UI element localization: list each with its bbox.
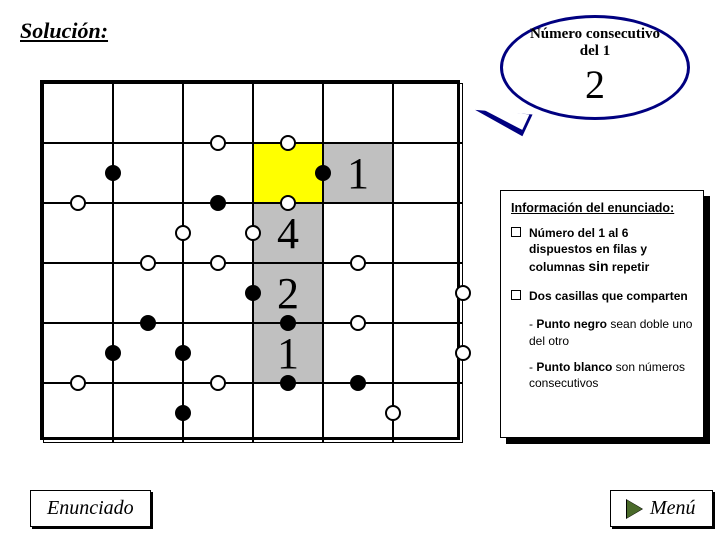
info-heading: Información del enunciado: [511,201,693,215]
info-rule-1-text-b: repetir [609,260,650,274]
grid-cell [43,143,113,203]
white-dot [140,255,156,271]
grid-cell [393,203,463,263]
white-dot [455,285,471,301]
grid-cell [183,83,253,143]
callout-bubble: Número consecutivo del 1 2 [500,15,690,120]
callout-label-l2: del 1 [580,43,610,59]
grid-cell [323,383,393,443]
white-dot [280,135,296,151]
white-dot [245,225,261,241]
grid-cell [183,143,253,203]
white-dot [210,375,226,391]
callout-label-l1: Número consecutivo [530,26,660,42]
white-dot [385,405,401,421]
grid-cell [183,383,253,443]
grid-cell [113,263,183,323]
black-dot [280,315,296,331]
white-dot [175,225,191,241]
grid-cell [253,83,323,143]
black-dot [315,165,331,181]
grid-cell: 4 [253,203,323,263]
callout-value: 2 [503,61,687,108]
enunciado-button-label: Enunciado [47,497,134,520]
grid-cell [323,203,393,263]
grid-cell [43,203,113,263]
grid-cell [43,263,113,323]
info-rule-2: Dos casillas que comparten [511,288,693,304]
info-sub-1: - Punto negro sean doble uno del otro [529,316,693,348]
grid-cell [113,203,183,263]
black-dot [140,315,156,331]
white-dot [280,195,296,211]
white-dot [350,255,366,271]
menu-button-label: Menú [650,497,696,520]
grid-cell [393,383,463,443]
grid-cell [393,83,463,143]
white-dot [70,195,86,211]
white-dot [70,375,86,391]
enunciado-button[interactable]: Enunciado [30,490,151,527]
grid-cell [183,323,253,383]
grid-cell [113,383,183,443]
info-sub-2: - Punto blanco son números consecutivos [529,359,693,391]
black-dot [105,165,121,181]
grid-cell [323,323,393,383]
black-dot [105,345,121,361]
grid-cell [323,83,393,143]
callout-label: Número consecutivo del 1 [503,26,687,59]
puzzle-grid: 1421 [40,80,460,440]
play-icon [627,500,644,518]
grid-cell [253,143,323,203]
info-sub-1-label: Punto negro [536,317,607,331]
black-dot [210,195,226,211]
grid-cell [43,83,113,143]
info-rule-2-text: Dos casillas que comparten [529,289,688,303]
grid-cell: 1 [253,323,323,383]
white-dot [210,135,226,151]
black-dot [280,375,296,391]
info-rule-1-sin: sin [588,258,608,274]
info-sub-2-label: Punto blanco [536,360,612,374]
info-rule-1: Número del 1 al 6 dispuestos en filas y … [511,225,693,276]
grid-cell [113,323,183,383]
checkbox-icon [511,290,521,300]
grid-cell [183,203,253,263]
menu-button[interactable]: Menú [610,490,713,527]
white-dot [350,315,366,331]
white-dot [210,255,226,271]
grid-cell: 1 [323,143,393,203]
grid-cell [183,263,253,323]
grid-cell [323,263,393,323]
checkbox-icon [511,227,521,237]
info-panel: Información del enunciado: Número del 1 … [500,190,704,438]
grid-cell [43,323,113,383]
grid-cell [393,263,463,323]
grid-cell [43,383,113,443]
grid-cell [393,323,463,383]
white-dot [455,345,471,361]
grid-cell [113,83,183,143]
grid-cell [393,143,463,203]
black-dot [175,405,191,421]
page-title: Solución: [20,18,108,44]
black-dot [175,345,191,361]
black-dot [245,285,261,301]
grid-cell [113,143,183,203]
grid-cell [253,383,323,443]
grid-cell: 2 [253,263,323,323]
black-dot [350,375,366,391]
